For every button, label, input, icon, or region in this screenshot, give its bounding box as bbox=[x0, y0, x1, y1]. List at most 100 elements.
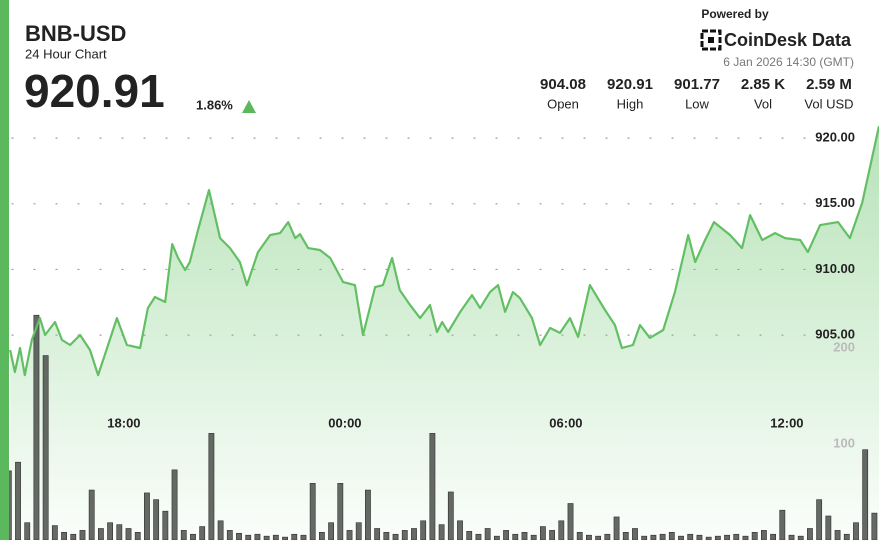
volume-bar bbox=[788, 534, 795, 540]
x-tick-label: 18:00 bbox=[107, 415, 140, 430]
volume-bar bbox=[521, 532, 528, 540]
volume-bar bbox=[374, 528, 381, 540]
volume-bar bbox=[42, 355, 49, 540]
volume-bar bbox=[107, 522, 114, 540]
volume-bar bbox=[79, 530, 86, 540]
label-layer: 905.00 910.00 915.00 920.00 18:00 00:00 06:00 1… bbox=[107, 130, 855, 451]
stats: 904.08 Open 920.91 High 901.77 Low 2.85 K Vol 2.… bbox=[540, 76, 854, 111]
volume-bar bbox=[199, 526, 206, 540]
volume-bar bbox=[309, 483, 316, 540]
volume-bar bbox=[254, 533, 261, 540]
volume-bar bbox=[632, 528, 638, 540]
volume-bar bbox=[714, 535, 721, 540]
volume-bar bbox=[724, 534, 730, 540]
volume-bar bbox=[687, 533, 694, 540]
volume-bar bbox=[567, 503, 574, 540]
volume-bar bbox=[466, 531, 473, 540]
volume-bar bbox=[558, 520, 565, 540]
volume-bar bbox=[659, 533, 666, 540]
y-tick-label: 915.00 bbox=[815, 195, 855, 210]
y2-tick-label: 200 bbox=[833, 339, 855, 354]
volume-bar bbox=[862, 449, 869, 540]
subtitle: 24 Hour Chart bbox=[25, 46, 107, 61]
volume-bar bbox=[622, 532, 629, 540]
volume-bar bbox=[190, 533, 196, 540]
volume-layer bbox=[0, 314, 878, 540]
line-layer bbox=[9, 125, 879, 377]
y-tick-label: 905.00 bbox=[815, 327, 855, 342]
volume-bar bbox=[291, 533, 298, 540]
volume-bar bbox=[401, 530, 408, 540]
volume-bar bbox=[144, 492, 150, 540]
volume-bar bbox=[24, 522, 31, 540]
volume-bar bbox=[272, 534, 279, 540]
volume-bar bbox=[457, 520, 463, 540]
volume-bar bbox=[171, 469, 178, 540]
volume-bar bbox=[475, 533, 482, 540]
current-price: 920.91 bbox=[24, 65, 165, 117]
brand: CoinDesk Data bbox=[724, 30, 852, 50]
up-arrow bbox=[242, 100, 256, 113]
volume-bar bbox=[365, 489, 371, 540]
volume-bar bbox=[263, 535, 270, 540]
volume-bar bbox=[549, 530, 556, 540]
y-tick-label: 920.00 bbox=[815, 130, 855, 145]
volume-bar bbox=[392, 533, 399, 540]
stat-label: Vol bbox=[754, 96, 772, 111]
volume-bar bbox=[530, 534, 537, 540]
volume-bar bbox=[236, 532, 242, 540]
volume-bar bbox=[825, 515, 832, 540]
volume-bar bbox=[751, 532, 758, 540]
y-tick-label: 910.00 bbox=[815, 261, 855, 276]
volume-bar bbox=[797, 535, 804, 540]
volume-bar bbox=[15, 461, 21, 540]
area-layer bbox=[10, 126, 879, 540]
stat-value: 904.08 bbox=[540, 76, 586, 93]
volume-bar bbox=[116, 524, 123, 540]
brand-logo bbox=[700, 29, 722, 51]
volume-bar bbox=[668, 532, 675, 540]
volume-bar bbox=[355, 522, 362, 540]
volume-bar bbox=[346, 530, 353, 540]
stat-label: Vol USD bbox=[804, 96, 853, 111]
volume-bar bbox=[604, 533, 611, 540]
stat-value: 901.77 bbox=[674, 76, 720, 93]
powered-by: Powered by bbox=[701, 7, 769, 21]
volume-bar bbox=[153, 499, 160, 540]
volume-bar bbox=[180, 530, 187, 540]
price-area bbox=[10, 126, 879, 540]
volume-bar bbox=[807, 528, 813, 540]
volume-bar bbox=[733, 533, 740, 540]
accent-strip bbox=[0, 0, 9, 540]
stat-value: 2.59 M bbox=[806, 76, 852, 93]
stat-value: 920.91 bbox=[607, 76, 653, 93]
volume-bar bbox=[576, 532, 583, 540]
volume-bar bbox=[484, 528, 491, 540]
change: 1.86% bbox=[196, 97, 233, 112]
volume-bar bbox=[613, 516, 620, 540]
volume-bar bbox=[678, 535, 684, 540]
volume-bar bbox=[438, 524, 445, 540]
volume-bar bbox=[595, 535, 602, 540]
volume-bar bbox=[779, 509, 786, 540]
volume-bar bbox=[816, 499, 823, 540]
volume-bar bbox=[742, 535, 749, 540]
volume-bar bbox=[493, 535, 500, 540]
volume-bar bbox=[834, 530, 841, 540]
volume-bar bbox=[134, 532, 141, 540]
volume-bar bbox=[429, 433, 436, 540]
volume-bar bbox=[420, 520, 427, 540]
timestamp: 6 Jan 2026 14:30 (GMT) bbox=[723, 55, 854, 69]
stat-label: Open bbox=[547, 96, 579, 111]
volume-bar bbox=[245, 534, 252, 540]
volume-bar bbox=[760, 530, 767, 540]
y2-tick-label: 100 bbox=[833, 435, 855, 450]
volume-bar bbox=[843, 533, 850, 540]
volume-bar bbox=[503, 530, 509, 540]
volume-bar bbox=[641, 535, 648, 540]
volume-bar bbox=[300, 534, 307, 540]
volume-bar bbox=[447, 491, 454, 540]
stat-value: 2.85 K bbox=[741, 76, 785, 93]
price-line bbox=[9, 125, 879, 377]
volume-bar bbox=[70, 533, 77, 540]
